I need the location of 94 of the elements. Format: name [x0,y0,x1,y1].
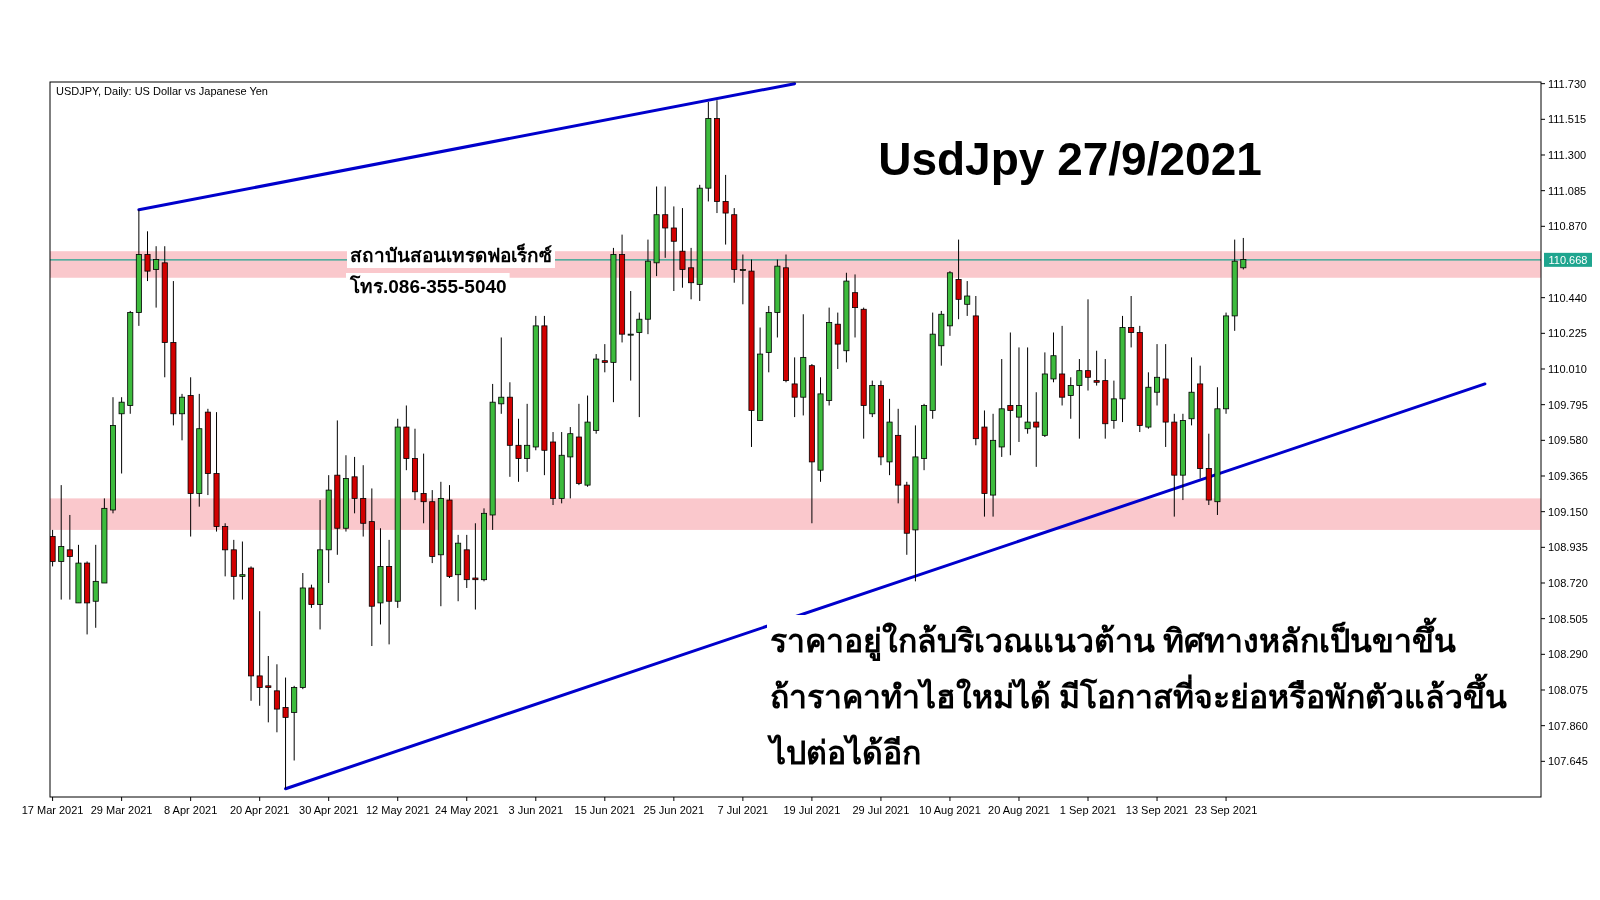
y-tick-label: 107.645 [1548,755,1588,768]
candlestick [256,610,263,707]
x-tick-label: 20 Aug 2021 [988,804,1050,816]
candlestick [834,312,841,370]
x-tick-label: 20 Apr 2021 [230,804,290,816]
annotation: สถาบันสอนเทรดฟอเร็กซ์ [350,243,552,266]
candlestick [351,456,358,514]
x-tick-label: 13 Sep 2021 [1125,804,1189,816]
x-tick-label: 17 Mar 2021 [21,804,84,816]
candlestick [1093,350,1100,387]
candlestick [515,418,522,483]
annotation: ราคาอยู่ใกล้บริเวณแนวต้าน ทิศทางหลักเป็นขาขึ้น [770,617,1456,662]
x-tick-label: 3 Jun 2021 [508,804,563,816]
annotation: ไปต่อได้อีก [767,734,921,771]
candlestick [688,247,695,300]
candlestick [1154,343,1161,406]
candlestick [239,541,246,601]
y-tick-label: 110.225 [1548,327,1587,340]
y-tick-label: 111.730 [1548,77,1587,90]
candlestick [636,312,643,418]
y-tick-label: 110.010 [1548,363,1587,375]
y-tick-label: 108.720 [1548,577,1588,589]
candlestick [722,174,729,246]
candlestick [92,544,99,629]
annotation: โทร.086-355-5040 [349,275,507,297]
candlestick [1059,325,1066,406]
x-tick-label: 29 Mar 2021 [90,804,153,816]
candlestick [739,254,746,305]
x-tick-label: 30 Apr 2021 [299,804,359,816]
candlestick [1110,380,1117,430]
candlestick [1067,376,1074,420]
y-tick-label: 110.440 [1548,291,1587,304]
y-tick-label: 111.085 [1548,184,1587,197]
candlestick [420,453,427,524]
x-tick-label: 19 Jul 2021 [783,804,841,816]
y-tick-label: 110.870 [1548,220,1587,233]
candlestick [1085,298,1091,392]
x-tick-label: 24 May 2021 [434,804,499,816]
candlestick [791,356,798,418]
candlestick [222,522,229,577]
x-tick-label: 1 Sep 2021 [1059,804,1117,816]
y-tick-label: 108.075 [1548,684,1588,696]
candlestick [679,207,686,289]
candlestick [472,522,479,611]
candlestick [567,426,574,499]
candlestick [58,484,65,601]
candlestick [179,393,185,441]
y-tick-label: 109.365 [1548,470,1588,482]
x-tick-label: 12 May 2021 [365,804,430,816]
ref-line-label: 110.668 [1548,253,1588,266]
candlestick [1128,295,1135,348]
x-tick-label: 25 Jun 2021 [643,804,705,816]
candlestick [1024,346,1031,435]
x-tick-label: 7 Jul 2021 [717,804,769,816]
y-tick-label: 111.300 [1548,148,1587,161]
candlestick [662,186,669,259]
y-tick-label: 107.860 [1548,719,1588,732]
candlestick [1033,391,1040,468]
y-tick-label: 108.935 [1548,541,1588,554]
candlestick [852,273,859,338]
candlestick [498,336,505,415]
candlestick [1050,332,1057,383]
y-tick-label: 108.290 [1548,648,1588,661]
annotation: ถ้าราคาทำไฮใหม่ได้ มีโอกาสที่จะย่อหรือพักตัวแล้วขึ้น [770,673,1507,715]
x-tick-label: 15 Jun 2021 [574,804,636,816]
candlestick [282,677,289,790]
y-tick-label: 109.150 [1548,505,1588,518]
y-tick-label: 111.515 [1548,113,1587,126]
chart-subtitle: USDJPY, Daily: US Dollar vs Japanese Yen [56,85,268,97]
candlestick [308,584,315,609]
candlestick [627,290,634,382]
x-tick-label: 29 Jul 2021 [852,804,910,816]
candlestick [1076,358,1083,440]
candlestick [118,396,125,475]
candlestick [964,280,971,317]
candlestick [1015,346,1022,443]
candlestick [524,403,531,473]
candlestick [1007,332,1014,456]
candlestick [601,343,608,373]
candlestick [955,239,962,320]
y-tick-label: 109.580 [1548,434,1588,447]
x-tick-label: 23 Sep 2021 [1194,804,1258,816]
candlestick [144,230,151,282]
x-tick-label: 8 Apr 2021 [164,804,218,816]
candlestick [1240,237,1247,270]
y-tick-label: 109.795 [1548,398,1588,411]
x-tick-label: 10 Aug 2021 [919,804,981,816]
text: UsdJpy 27/9/2021 [878,133,1262,185]
candlestick [670,205,677,292]
candlestick [66,514,73,601]
y-tick-label: 108.505 [1548,612,1588,625]
candlestick [265,655,272,723]
candlestick [273,663,280,733]
candlestick [153,245,160,309]
